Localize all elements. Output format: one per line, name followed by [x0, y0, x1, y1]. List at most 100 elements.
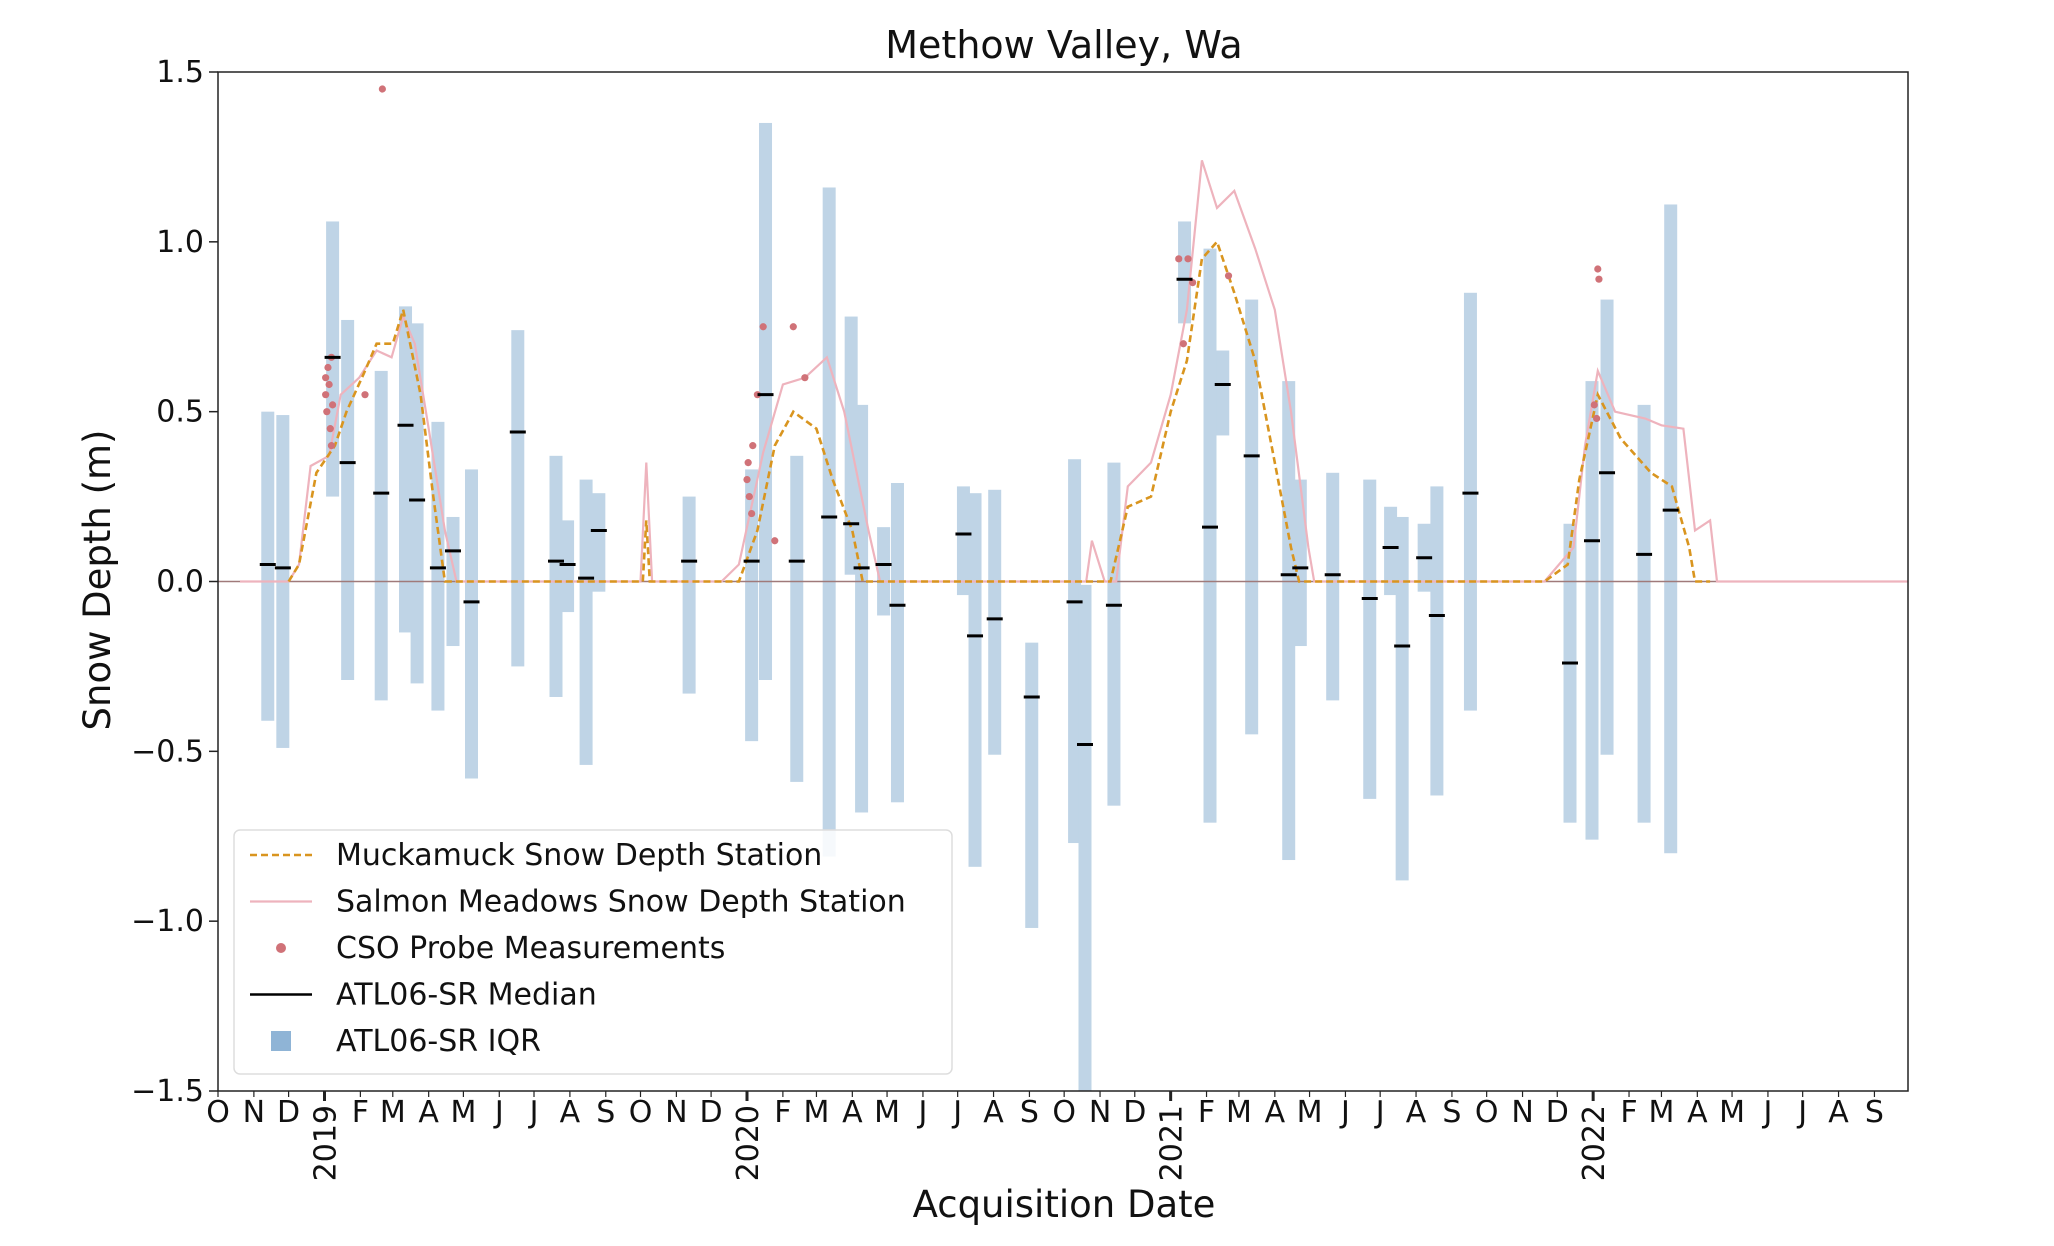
- x-tick-label: A: [418, 1095, 439, 1130]
- iqr-bar: [1363, 479, 1377, 799]
- cso-probe-point: [322, 391, 330, 399]
- x-tick-label: F: [774, 1095, 791, 1130]
- iqr-bar: [561, 520, 575, 613]
- cso-probe-point: [743, 476, 751, 484]
- x-year-label: 2022: [1577, 1105, 1612, 1181]
- x-tick-label: J: [528, 1095, 539, 1130]
- cso-probe-point: [327, 442, 336, 450]
- cso-probe-point: [326, 425, 334, 433]
- iqr-bar: [1178, 221, 1192, 324]
- cso-probe-point: [1189, 278, 1197, 287]
- iqr-bar: [1384, 506, 1398, 596]
- y-tick-label: −0.5: [131, 734, 204, 769]
- y-axis: 1.5 1.0 0.5 0.0 −0.5 −1.0 −1.5: [131, 55, 218, 1109]
- plot-series: [218, 85, 1908, 1091]
- cso-probe-point: [1179, 340, 1187, 348]
- cso-probe-point: [771, 537, 779, 545]
- plot-area: [217, 71, 1909, 1092]
- x-tick-label: M: [1719, 1095, 1745, 1130]
- x-tick-label: M: [450, 1095, 476, 1130]
- x-tick-label: O: [629, 1095, 653, 1130]
- cso-probe-point: [322, 374, 330, 382]
- iqr-bar: [1078, 584, 1092, 1091]
- iqr-bar: [1245, 299, 1259, 735]
- y-tick-label: −1.0: [131, 904, 204, 939]
- iqr-bar: [1585, 381, 1599, 840]
- iqr-bar: [1664, 204, 1678, 854]
- x-tick-label: J: [493, 1095, 504, 1130]
- x-tick-label: A: [842, 1095, 863, 1130]
- iqr-bar: [877, 527, 891, 616]
- x-tick-label: M: [1226, 1095, 1252, 1130]
- iqr-bar: [1395, 516, 1409, 881]
- cso-probe-point: [745, 492, 753, 501]
- x-tick-label: O: [1475, 1095, 1499, 1130]
- iqr-bar: [1293, 479, 1307, 647]
- iqr-bar: [549, 455, 563, 697]
- iqr-bar: [579, 479, 593, 765]
- cso-probe-point: [323, 408, 331, 416]
- x-tick-label: S: [596, 1095, 615, 1130]
- iqr-bar: [341, 319, 355, 681]
- y-tick-label: 0.5: [156, 395, 204, 430]
- cso-probe-point: [325, 380, 333, 389]
- iqr-bar: [855, 404, 869, 813]
- cso-probe-point: [1590, 401, 1598, 409]
- x-year-label: 2019: [308, 1105, 343, 1181]
- x-tick-label: J: [1374, 1095, 1385, 1130]
- iqr-bar: [374, 370, 388, 701]
- legend-label: ATL06-SR Median: [336, 978, 597, 1013]
- cso-probe-point: [749, 442, 757, 450]
- iqr-bar: [1282, 381, 1296, 861]
- cso-probe-point: [1184, 255, 1192, 263]
- x-tick-label: S: [1442, 1095, 1461, 1130]
- iqr-bar: [822, 187, 836, 857]
- x-tick-label: S: [1020, 1095, 1039, 1130]
- iqr-bar: [1463, 292, 1477, 711]
- cso-probe-point: [801, 374, 809, 382]
- x-tick-label: J: [1796, 1095, 1807, 1130]
- legend-label: CSO Probe Measurements: [336, 931, 725, 966]
- chart-title: Methow Valley, Wa: [885, 23, 1242, 67]
- x-tick-label: A: [1265, 1095, 1286, 1130]
- x-tick-label: N: [243, 1095, 265, 1130]
- x-tick-label: D: [1546, 1095, 1569, 1130]
- iqr-bar: [1068, 459, 1082, 844]
- x-axis-label: Acquisition Date: [913, 1183, 1216, 1226]
- cso-probe-point: [789, 323, 797, 331]
- iqr-bar: [410, 323, 424, 684]
- iqr-bar: [511, 330, 525, 667]
- x-year-label: 2021: [1155, 1105, 1190, 1181]
- x-tick-label: O: [1052, 1095, 1076, 1130]
- cso-probe-point: [753, 391, 762, 399]
- iqr-bar: [399, 306, 413, 633]
- legend-label: Muckamuck Snow Depth Station: [336, 838, 822, 873]
- x-tick-label: N: [1089, 1095, 1111, 1130]
- iqr-bar: [1216, 350, 1230, 436]
- x-tick-label: J: [917, 1095, 928, 1130]
- iqr-bar: [431, 421, 445, 711]
- iqr-bar: [1025, 642, 1039, 928]
- y-tick-label: 1.0: [156, 225, 204, 260]
- x-tick-label: D: [1123, 1095, 1146, 1130]
- iqr-bar: [968, 493, 982, 867]
- cso-probe-point: [1224, 272, 1233, 280]
- x-tick-label: M: [380, 1095, 406, 1130]
- cso-probe-point: [324, 363, 332, 372]
- x-tick-label: F: [1620, 1095, 1637, 1130]
- iqr-bar: [465, 469, 478, 779]
- iqr-bar: [1326, 472, 1340, 701]
- iqr-bar: [1107, 462, 1121, 806]
- legend-marker-iqr: [271, 1031, 291, 1051]
- iqr-bar: [759, 122, 773, 681]
- iqr-bar: [1430, 486, 1444, 796]
- x-tick-label: A: [560, 1095, 581, 1130]
- salmon-meadows-line: [240, 159, 1908, 583]
- cso-probe-point: [361, 391, 369, 399]
- x-tick-label: D: [277, 1095, 300, 1130]
- iqr-bar: [790, 455, 804, 782]
- cso-probe-point: [759, 323, 767, 331]
- iqr-bar: [956, 486, 970, 596]
- cso-probe-point: [744, 459, 752, 467]
